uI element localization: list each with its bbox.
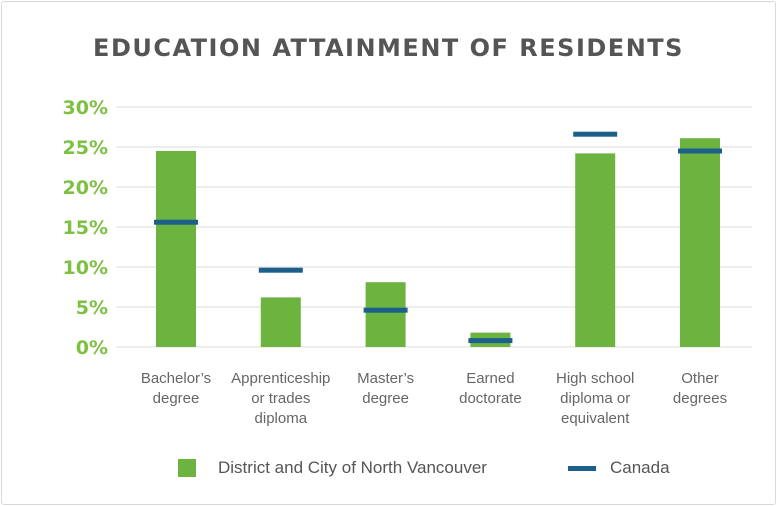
x-tick-label: Bachelor’s degree bbox=[141, 370, 211, 407]
x-tick-label: Earned doctorate bbox=[459, 370, 522, 407]
legend-label-canada: Canada bbox=[610, 458, 670, 477]
legend-swatch-line bbox=[568, 465, 596, 471]
legend-item-north-vancouver: District and City of North Vancouver bbox=[178, 456, 487, 480]
y-tick-label: 5% bbox=[76, 297, 108, 319]
legend-item-canada: Canada bbox=[568, 456, 670, 480]
bar-5 bbox=[680, 138, 720, 347]
canada-marker-2 bbox=[363, 307, 408, 313]
bar-2 bbox=[365, 282, 406, 347]
bar-1 bbox=[260, 297, 301, 347]
canada-marker-4 bbox=[573, 131, 618, 137]
canada-marker-3 bbox=[468, 338, 513, 344]
y-tick-label: 10% bbox=[63, 257, 108, 279]
legend: District and City of North Vancouver Can… bbox=[0, 456, 777, 480]
x-tick-label: Other degrees bbox=[673, 370, 727, 407]
x-tick-label: Master’s degree bbox=[357, 370, 414, 407]
y-tick-label: 20% bbox=[63, 177, 108, 199]
y-tick-label: 15% bbox=[63, 217, 108, 239]
y-tick-label: 30% bbox=[63, 97, 108, 119]
bar-4 bbox=[575, 153, 616, 347]
x-tick-label: Apprenticeship or trades diploma bbox=[231, 370, 330, 427]
canada-marker-0 bbox=[154, 219, 198, 225]
x-tick-label: High school diploma or equivalent bbox=[556, 370, 634, 427]
bar-0 bbox=[156, 151, 196, 347]
canada-marker-1 bbox=[258, 267, 303, 273]
chart-title: EDUCATION ATTAINMENT OF RESIDENTS bbox=[93, 34, 684, 62]
canada-marker-5 bbox=[678, 148, 722, 154]
y-tick-label: 0% bbox=[76, 337, 108, 359]
legend-label-north-vancouver: District and City of North Vancouver bbox=[218, 458, 487, 477]
y-tick-label: 25% bbox=[63, 137, 108, 159]
legend-swatch-bar bbox=[178, 459, 196, 477]
